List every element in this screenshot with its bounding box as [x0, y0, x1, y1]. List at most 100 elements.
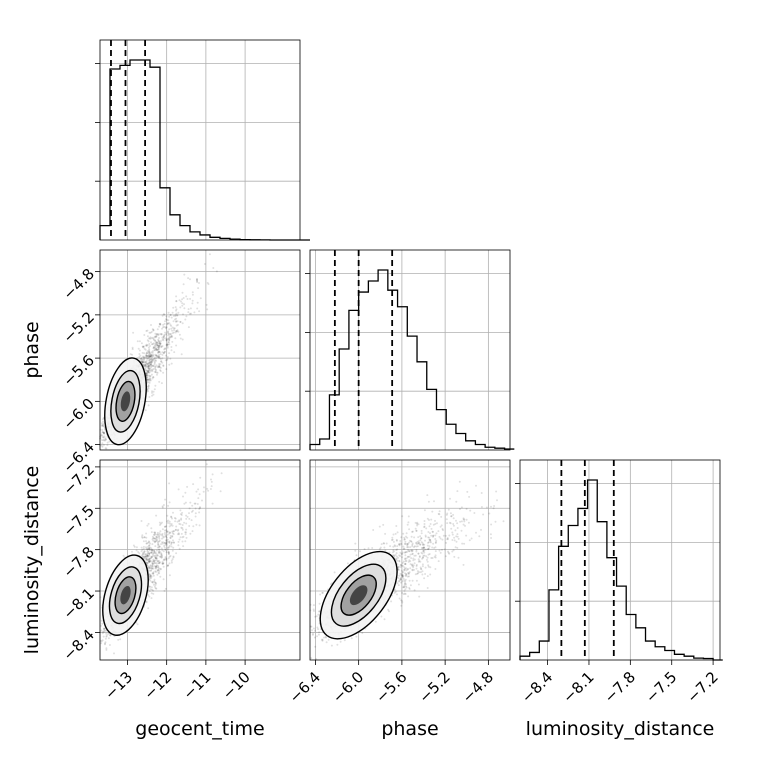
scatter-point [104, 438, 107, 441]
scatter-point [101, 431, 104, 434]
scatter-point [143, 364, 146, 367]
scatter-point [100, 640, 103, 643]
scatter-point [207, 283, 210, 286]
scatter-point [419, 539, 422, 542]
scatter-point [489, 533, 492, 536]
scatter-point [456, 490, 459, 493]
scatter-point [166, 322, 169, 325]
scatter-point [170, 334, 173, 337]
scatter-point [148, 558, 151, 561]
scatter-point [453, 536, 456, 539]
scatter-point [154, 340, 157, 343]
scatter-point [407, 549, 410, 551]
scatter-point [141, 361, 144, 364]
scatter-point [494, 520, 497, 523]
scatter-point [158, 325, 161, 328]
scatter-point [428, 519, 430, 521]
scatter-point [391, 538, 394, 541]
scatter-point [142, 361, 144, 364]
scatter-point [100, 433, 103, 436]
scatter-point [203, 263, 206, 265]
scatter-point [407, 515, 410, 518]
scatter-point [354, 549, 357, 552]
scatter-point [397, 584, 400, 587]
scatter-point [157, 334, 160, 337]
scatter-point [168, 482, 171, 485]
scatter-point [461, 542, 464, 545]
scatter-point [172, 530, 175, 533]
scatter-point [168, 562, 171, 565]
scatter-point [355, 635, 358, 638]
scatter-point [156, 373, 158, 376]
scatter-point [502, 520, 505, 523]
scatter-point [155, 369, 157, 372]
scatter-point [150, 556, 153, 558]
scatter-point [394, 590, 397, 593]
scatter-point [150, 358, 153, 361]
scatter-point [367, 547, 370, 550]
scatter-point [395, 539, 398, 542]
scatter-point [325, 641, 328, 644]
scatter-point [469, 509, 472, 512]
scatter-point [154, 584, 157, 586]
scatter-point [162, 339, 165, 342]
scatter-point [149, 345, 151, 347]
scatter-point [166, 343, 169, 346]
scatter-point [182, 283, 185, 286]
scatter-point [102, 635, 105, 638]
scatter-point [199, 297, 202, 300]
scatter-point [152, 552, 155, 555]
scatter-point [104, 447, 107, 450]
scatter-point [435, 532, 438, 535]
scatter-point [191, 293, 194, 296]
scatter-point [174, 315, 177, 317]
scatter-point [170, 545, 173, 548]
scatter-point [146, 369, 149, 372]
scatter-point [430, 534, 433, 537]
scatter-point [151, 561, 154, 564]
scatter-point [197, 497, 200, 500]
scatter-point [400, 599, 403, 602]
scatter-point [178, 299, 181, 302]
scatter-point [196, 281, 199, 284]
scatter-point [162, 559, 165, 562]
scatter-point [165, 551, 168, 554]
scatter-point [158, 366, 161, 369]
scatter-point [164, 531, 166, 534]
scatter-point [166, 548, 169, 551]
scatter-point [411, 530, 414, 533]
scatter-point [102, 431, 105, 434]
scatter-point [145, 355, 148, 357]
scatter-point [151, 549, 154, 552]
scatter-point [148, 350, 151, 353]
scatter-point [170, 335, 173, 338]
scatter-point [164, 347, 167, 350]
scatter-point [178, 547, 181, 550]
scatter-point [152, 338, 155, 341]
scatter-point [145, 373, 148, 376]
scatter-point [166, 564, 169, 567]
scatter-point [446, 522, 449, 525]
scatter-point [171, 332, 174, 335]
scatter-point [346, 562, 349, 565]
scatter-point [150, 354, 153, 356]
scatter-point [142, 545, 145, 548]
scatter-point [408, 579, 411, 582]
scatter-point [174, 529, 177, 531]
scatter-point [182, 297, 185, 299]
scatter-point [186, 515, 189, 518]
scatter-point [159, 522, 162, 525]
scatter-point [431, 530, 434, 533]
scatter-point [475, 484, 477, 487]
scatter-point [148, 361, 150, 364]
scatter-point [174, 337, 177, 340]
scatter-point [395, 552, 398, 555]
scatter-point [415, 548, 418, 551]
scatter-point [145, 372, 148, 375]
scatter-point [313, 627, 315, 630]
scatter-point [158, 570, 161, 572]
scatter-point [150, 373, 153, 376]
scatter-point [158, 345, 160, 348]
scatter-point [414, 573, 417, 576]
scatter-point [400, 536, 403, 539]
